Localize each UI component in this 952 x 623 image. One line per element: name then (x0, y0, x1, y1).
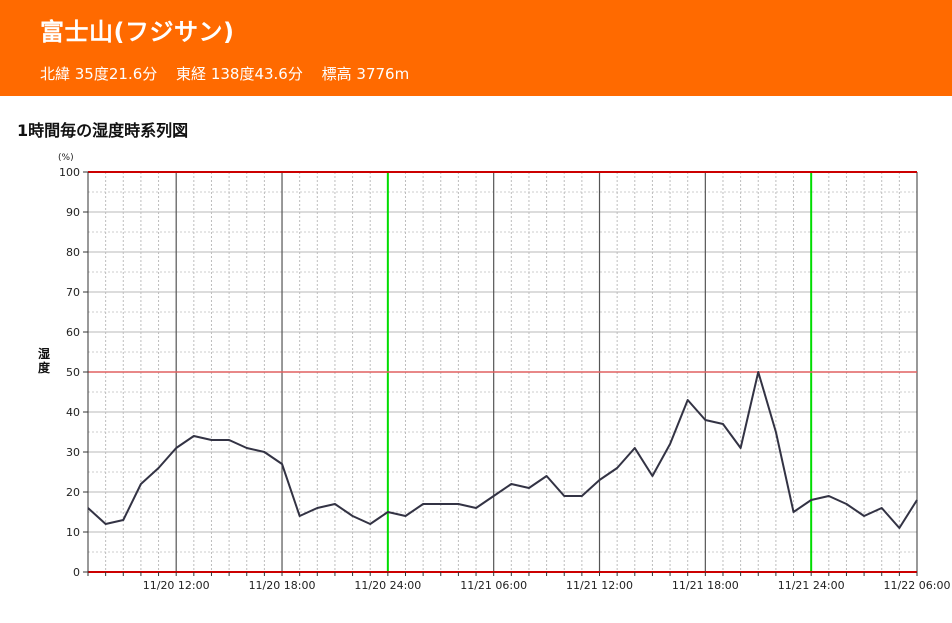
y-axis-unit: (%) (58, 153, 74, 163)
humidity-series-line (87, 371, 918, 529)
y-axis-label: 湿度 (38, 346, 51, 375)
station-info: 北緯 35度21.6分 東経 138度43.6分 標高 3776m (40, 63, 423, 84)
y-tick-label: 0 (73, 566, 80, 579)
y-tick-label: 70 (66, 286, 80, 299)
x-tick-label: 11/20 24:00 (354, 579, 421, 592)
chart-series (87, 371, 918, 529)
station-longitude: 東経 138度43.6分 (176, 65, 303, 83)
x-tick-label: 11/20 18:00 (249, 579, 316, 592)
station-latitude: 北緯 35度21.6分 (40, 65, 158, 83)
y-tick-label: 60 (66, 326, 80, 339)
x-tick-label: 11/20 12:00 (143, 579, 210, 592)
y-tick-label: 90 (66, 206, 80, 219)
y-tick-label: 50 (66, 366, 80, 379)
y-tick-label: 10 (66, 526, 80, 539)
y-tick-label: 30 (66, 446, 80, 459)
station-elevation: 標高 3776m (321, 65, 410, 83)
y-tick-label: 100 (59, 166, 80, 179)
y-tick-label: 40 (66, 406, 80, 419)
station-header: 富士山(フジサン) 北緯 35度21.6分 東経 138度43.6分 標高 37… (0, 0, 952, 96)
y-axis-label-char: 度 (38, 360, 51, 375)
chart-title: 1時間毎の湿度時系列図 (17, 121, 189, 140)
chart-axes: 0 10 20 30 40 50 60 70 80 90 100 11/20 12:00 11/20 1… (59, 166, 950, 592)
x-tick-label: 11/21 06:00 (460, 579, 527, 592)
y-tick-label: 20 (66, 486, 80, 499)
x-tick-label: 11/21 12:00 (566, 579, 633, 592)
x-tick-label: 11/21 24:00 (778, 579, 845, 592)
station-name: 富士山(フジサン) (40, 18, 235, 46)
humidity-chart: 0 10 20 30 40 50 60 70 80 90 100 11/20 12:00 11/20 1… (38, 153, 950, 592)
x-tick-label: 11/22 06:00 (884, 579, 951, 592)
y-axis-label-char: 湿 (38, 346, 50, 361)
x-tick-label: 11/21 18:00 (672, 579, 739, 592)
y-tick-label: 80 (66, 246, 80, 259)
